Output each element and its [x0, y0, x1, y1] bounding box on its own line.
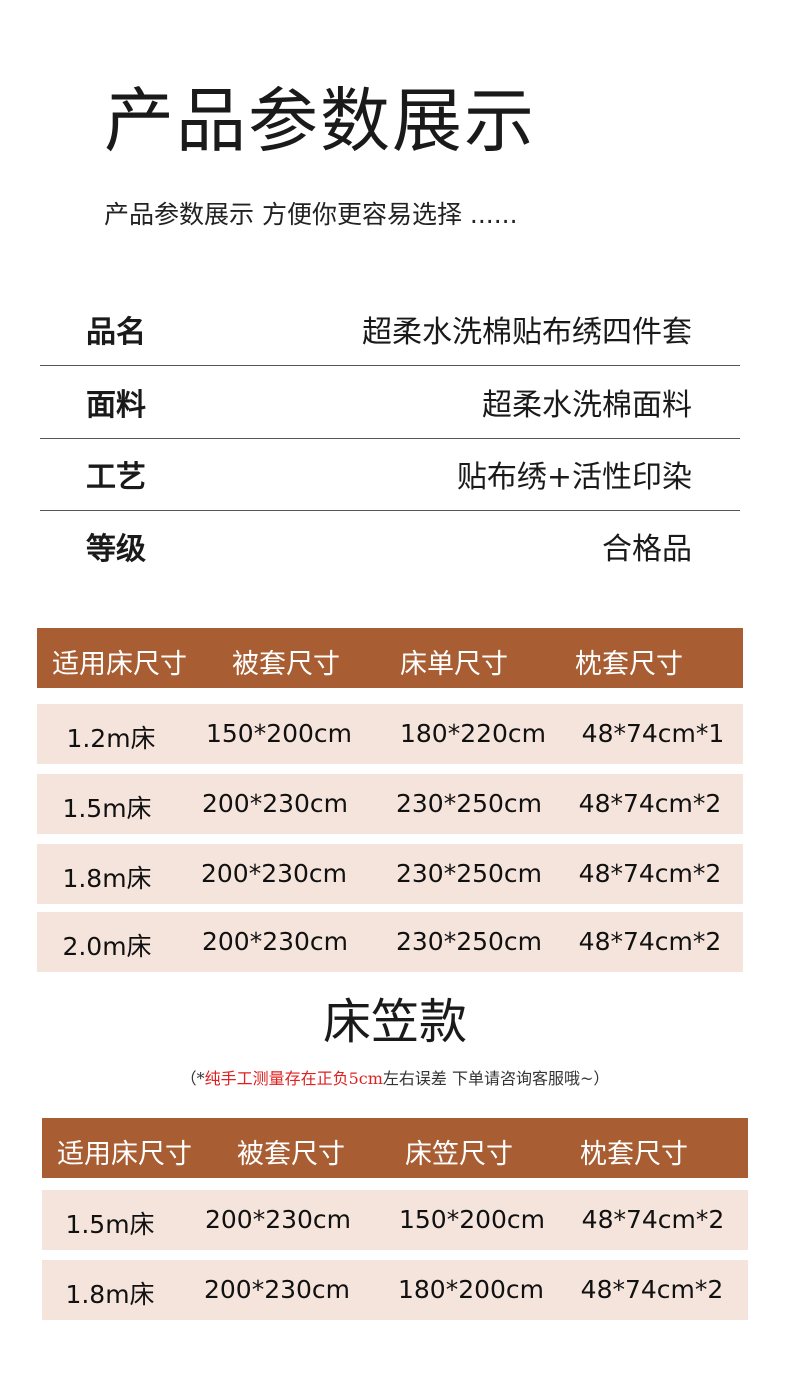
cell: 150*200cm [398, 1205, 546, 1234]
cell: 2.0m床 [62, 932, 152, 961]
header-cell: 适用床尺寸 [57, 1139, 192, 1170]
cell: 200*230cm [201, 789, 349, 818]
table-row: 1.5m床 200*230cm 150*200cm 48*74cm*2 [42, 1190, 748, 1250]
header-cell: 被套尺寸 [232, 649, 340, 680]
note-warning: 纯手工测量存在正负5cm [204, 1069, 383, 1088]
header-cell: 适用床尺寸 [52, 649, 187, 680]
note-open: （* [180, 1069, 205, 1088]
header-cell: 枕套尺寸 [575, 649, 683, 680]
table-header: 适用床尺寸 被套尺寸 床单尺寸 枕套尺寸 [37, 628, 743, 688]
spec-row-craft: 工艺 贴布绣+活性印染 [40, 438, 740, 511]
spec-row-name: 品名 超柔水洗棉贴布绣四件套 [40, 293, 740, 366]
page-subtitle: 产品参数展示 方便你更容易选择 ...... [104, 200, 518, 229]
table-row: 1.5m床 200*230cm 230*250cm 48*74cm*2 [37, 774, 743, 834]
spec-label: 工艺 [86, 460, 146, 495]
cell: 1.8m床 [65, 1280, 155, 1309]
cell: 200*230cm [200, 859, 348, 888]
cell: 230*250cm [395, 789, 543, 818]
measurement-note: （*纯手工测量存在正负5cm左右误差 下单请咨询客服哦~） [0, 1065, 790, 1089]
cell: 1.5m床 [65, 1210, 155, 1239]
cell: 1.5m床 [62, 794, 152, 823]
cell: 48*74cm*2 [581, 1205, 725, 1234]
spec-row-fabric: 面料 超柔水洗棉面料 [40, 366, 740, 439]
table-row: 1.8m床 200*230cm 180*200cm 48*74cm*2 [42, 1260, 748, 1320]
cell: 180*200cm [397, 1275, 545, 1304]
note-rest: 左右误差 下单请咨询客服哦~） [382, 1069, 610, 1088]
spec-value: 超柔水洗棉面料 [482, 388, 692, 423]
header-cell: 被套尺寸 [237, 1139, 345, 1170]
cell: 1.8m床 [62, 864, 152, 893]
cell: 180*220cm [399, 719, 547, 748]
section-title: 床笠款 [322, 994, 467, 1050]
cell: 230*250cm [395, 859, 543, 888]
cell: 230*250cm [395, 927, 543, 956]
header-cell: 枕套尺寸 [580, 1139, 688, 1170]
cell: 48*74cm*2 [578, 927, 722, 956]
spec-value: 合格品 [602, 532, 692, 567]
header-cell: 床单尺寸 [400, 649, 508, 680]
cell: 48*74cm*2 [578, 859, 722, 888]
table-header: 适用床尺寸 被套尺寸 床笠尺寸 枕套尺寸 [42, 1118, 748, 1178]
table-row: 1.2m床 150*200cm 180*220cm 48*74cm*1 [37, 704, 743, 764]
cell: 48*74cm*2 [580, 1275, 724, 1304]
size-table-fitted-sheet: 适用床尺寸 被套尺寸 床笠尺寸 枕套尺寸 1.5m床 200*230cm 150… [42, 1118, 748, 1320]
cell: 200*230cm [201, 927, 349, 956]
cell: 200*230cm [203, 1275, 351, 1304]
spec-label: 面料 [86, 388, 146, 423]
header-cell: 床笠尺寸 [405, 1139, 513, 1170]
spec-value: 贴布绣+活性印染 [456, 460, 692, 495]
page-title: 产品参数展示 [104, 80, 536, 162]
cell: 48*74cm*1 [581, 719, 725, 748]
cell: 1.2m床 [66, 724, 156, 753]
spec-label: 品名 [86, 315, 146, 350]
cell: 48*74cm*2 [578, 789, 722, 818]
spec-value: 超柔水洗棉贴布绣四件套 [362, 315, 692, 350]
cell: 150*200cm [205, 719, 353, 748]
spec-label: 等级 [86, 532, 146, 567]
cell: 200*230cm [204, 1205, 352, 1234]
table-row: 1.8m床 200*230cm 230*250cm 48*74cm*2 [37, 844, 743, 904]
size-table-flat-sheet: 适用床尺寸 被套尺寸 床单尺寸 枕套尺寸 1.2m床 150*200cm 180… [37, 628, 743, 972]
spec-row-grade: 等级 合格品 [40, 510, 740, 582]
table-row: 2.0m床 200*230cm 230*250cm 48*74cm*2 [37, 912, 743, 972]
